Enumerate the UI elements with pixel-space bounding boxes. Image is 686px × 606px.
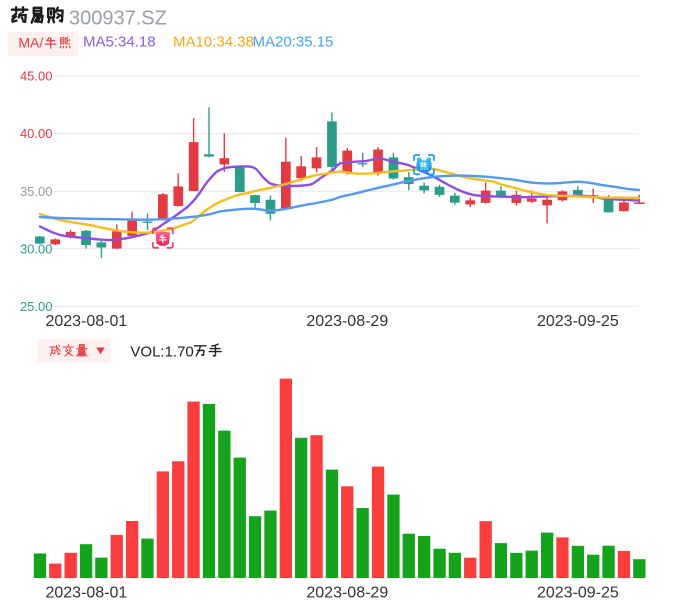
svg-text:2023-09-25: 2023-09-25 — [537, 585, 619, 602]
svg-text:2023-08-01: 2023-08-01 — [45, 585, 127, 602]
svg-text:40.00: 40.00 — [20, 126, 53, 141]
svg-text:45.00: 45.00 — [20, 69, 53, 84]
svg-text:25.00: 25.00 — [20, 299, 53, 314]
svg-text:MA10:34.38: MA10:34.38 — [173, 34, 254, 51]
svg-text:2023-08-29: 2023-08-29 — [306, 313, 388, 330]
svg-text:MA5:34.18: MA5:34.18 — [83, 34, 156, 51]
svg-text:2023-09-25: 2023-09-25 — [537, 313, 619, 330]
svg-text:2023-08-01: 2023-08-01 — [45, 313, 127, 330]
svg-text:300937.SZ: 300937.SZ — [69, 8, 167, 30]
svg-text:2023-08-29: 2023-08-29 — [306, 585, 388, 602]
svg-text:35.00: 35.00 — [20, 184, 53, 199]
svg-text:30.00: 30.00 — [20, 241, 53, 256]
svg-text:VOL:1.70: VOL:1.70 — [130, 343, 193, 360]
svg-text:MA20:35.15: MA20:35.15 — [253, 34, 334, 51]
svg-text:MA/: MA/ — [18, 35, 43, 51]
